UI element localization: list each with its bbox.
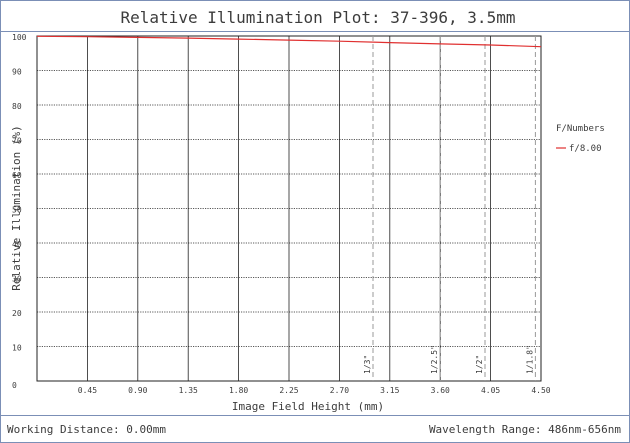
y-tick-label: 90 xyxy=(12,68,22,77)
sensor-marker-label: 1/1.8" xyxy=(525,345,534,374)
x-tick-labels: 0.45 0.90 1.35 1.80 2.25 2.70 3.15 3.60 4.05 4.50 xyxy=(78,386,551,395)
x-tick-label: 3.60 xyxy=(431,386,450,395)
sensor-marker-label: 1/2" xyxy=(475,355,484,374)
sensor-markers: 1/3" 1/2.5" 1/2" 1/1.8" xyxy=(363,36,536,381)
x-tick-label: 3.15 xyxy=(380,386,399,395)
chart-title: Relative Illumination Plot: 37-396, 3.5m… xyxy=(121,8,516,27)
x-tick-label: 2.25 xyxy=(279,386,298,395)
y-tick-label: 0 xyxy=(12,381,17,390)
y-axis-label: Relative Illumination (%) xyxy=(10,125,23,291)
legend-entry-f8: f/8.00 xyxy=(569,144,602,154)
y-tick-label: 70 xyxy=(12,137,22,146)
grid-lines xyxy=(37,36,541,381)
series-lines xyxy=(36,35,542,48)
y-tick-labels: 0 10 20 30 40 50 60 70 80 90 100 xyxy=(12,33,27,390)
y-tick-label: 60 xyxy=(12,171,22,180)
x-tick-label: 1.35 xyxy=(179,386,198,395)
x-tick-label: 0.45 xyxy=(78,386,97,395)
legend-title: F/Numbers xyxy=(556,124,605,134)
y-tick-label: 80 xyxy=(12,102,22,111)
x-axis-label: Image Field Height (mm) xyxy=(232,400,384,413)
y-tick-label: 20 xyxy=(12,309,22,318)
y-tick-label: 10 xyxy=(12,344,22,353)
x-tick-label: 2.70 xyxy=(330,386,349,395)
y-tick-label: 100 xyxy=(12,33,27,42)
y-tick-label: 30 xyxy=(12,275,22,284)
series-line-f-8-00 xyxy=(36,35,542,48)
wavelength-range: Wavelength Range: 486nm-656nm xyxy=(429,423,621,436)
legend: F/Numbers f/8.00 xyxy=(556,124,605,154)
x-tick-label: 4.05 xyxy=(481,386,500,395)
sensor-marker-label: 1/2.5" xyxy=(430,345,439,374)
y-tick-label: 50 xyxy=(12,206,22,215)
x-tick-label: 0.90 xyxy=(128,386,147,395)
x-tick-label: 1.80 xyxy=(229,386,248,395)
working-distance: Working Distance: 0.00mm xyxy=(7,423,166,436)
x-tick-label: 4.50 xyxy=(531,386,550,395)
sensor-marker-label: 1/3" xyxy=(363,355,372,374)
y-tick-label: 40 xyxy=(12,240,22,249)
